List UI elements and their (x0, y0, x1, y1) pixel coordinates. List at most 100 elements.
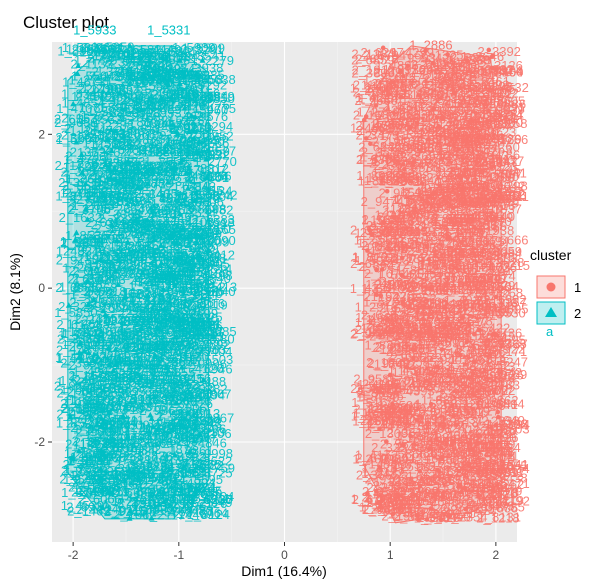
data-point (387, 92, 392, 97)
point-label: 2_9413 (70, 420, 113, 435)
data-point (454, 266, 459, 271)
point-label: 1_8599 (92, 175, 135, 190)
data-point (425, 244, 430, 249)
data-point (389, 330, 394, 335)
data-point (374, 292, 379, 297)
data-point (390, 220, 395, 225)
data-point (377, 465, 382, 470)
point-label: 1_5707 (363, 295, 406, 310)
data-point (433, 190, 438, 195)
data-point (466, 375, 471, 380)
point-label: 1_4474 (480, 107, 523, 122)
data-point (492, 496, 497, 501)
data-point (409, 179, 414, 184)
point-label: 1_5842 (173, 179, 216, 194)
point-label: 1_2542 (422, 76, 465, 91)
point-label: 2_9683 (169, 385, 212, 400)
data-point (472, 332, 477, 337)
point-label: 1_8437 (358, 173, 401, 188)
point-label: 1_2886 (409, 38, 452, 53)
x-tick-label: -1 (173, 548, 184, 562)
legend-title: cluster (530, 247, 572, 263)
data-point (400, 300, 405, 305)
point-label: 2_1671 (68, 368, 111, 383)
data-point (429, 402, 434, 407)
point-label: 1_2668 (130, 435, 173, 450)
point-label: 2_1541 (485, 457, 528, 472)
data-point (397, 506, 402, 511)
point-label: 2_6801 (160, 324, 203, 339)
y-tick-label: 2 (38, 127, 45, 141)
x-tick-label: 0 (281, 548, 288, 562)
data-point (401, 173, 406, 178)
y-tick-label: -2 (34, 435, 45, 449)
legend-circle-icon (547, 283, 556, 292)
point-label: 1_5933 (73, 22, 116, 37)
point-label: 2_5361 (163, 465, 206, 480)
data-point (451, 439, 456, 444)
data-point (408, 434, 413, 439)
point-label: 2_3559 (361, 145, 404, 160)
point-label: 2_34 (73, 472, 102, 487)
x-axis: -2 -1 0 1 2 (68, 542, 500, 562)
data-point (447, 514, 452, 519)
data-point (430, 285, 435, 290)
data-point (492, 331, 497, 336)
data-point (495, 410, 500, 415)
data-point (445, 52, 450, 57)
data-point (426, 137, 431, 142)
x-axis-title: Dim1 (16.4%) (241, 563, 327, 579)
data-point (463, 307, 468, 312)
point-label: 1_2747 (69, 123, 112, 138)
data-point (440, 455, 445, 460)
data-point (465, 58, 470, 63)
data-point (451, 414, 456, 419)
data-point (494, 423, 499, 428)
data-point (415, 418, 420, 423)
data-point (429, 506, 434, 511)
data-point (435, 115, 440, 120)
data-point (367, 228, 372, 233)
data-point (425, 517, 430, 522)
data-point (452, 91, 457, 96)
data-point (420, 181, 425, 186)
point-label: 2_1706 (418, 96, 461, 111)
data-point (378, 333, 383, 338)
data-point (487, 352, 492, 357)
point-label: 2_1999 (395, 484, 438, 499)
point-label: 1_5606 (181, 194, 224, 209)
data-point (381, 46, 386, 51)
point-label: 1_4480 (454, 177, 497, 192)
x-tick-label: 1 (387, 548, 394, 562)
data-point (439, 517, 444, 522)
data-point (385, 189, 390, 194)
data-point (415, 513, 420, 518)
data-point (368, 141, 373, 146)
data-point (459, 490, 464, 495)
point-label: 2_5410 (147, 492, 190, 507)
data-point (411, 298, 416, 303)
data-point (392, 215, 397, 220)
point-label: 1_2874 (472, 268, 515, 283)
data-point (435, 468, 440, 473)
legend-label-1: 1 (574, 280, 581, 295)
point-label: 2_3122 (420, 301, 463, 316)
data-point (407, 322, 412, 327)
data-point (493, 215, 498, 220)
data-point (477, 328, 482, 333)
data-point (380, 267, 385, 272)
point-label: 2_6066 (78, 492, 121, 507)
point-label: 1_4165 (78, 42, 121, 57)
data-point (365, 248, 370, 253)
data-point (492, 390, 497, 395)
data-point (449, 220, 454, 225)
data-point (459, 249, 464, 254)
point-label: 1_4707 (56, 101, 99, 116)
data-point (469, 125, 474, 130)
data-point (427, 257, 432, 262)
point-label: 1_4273 (124, 458, 167, 473)
point-label: 1_5564 (71, 68, 114, 83)
point-label: 2_3652 (444, 154, 487, 169)
point-label: 1_8467 (374, 357, 417, 372)
